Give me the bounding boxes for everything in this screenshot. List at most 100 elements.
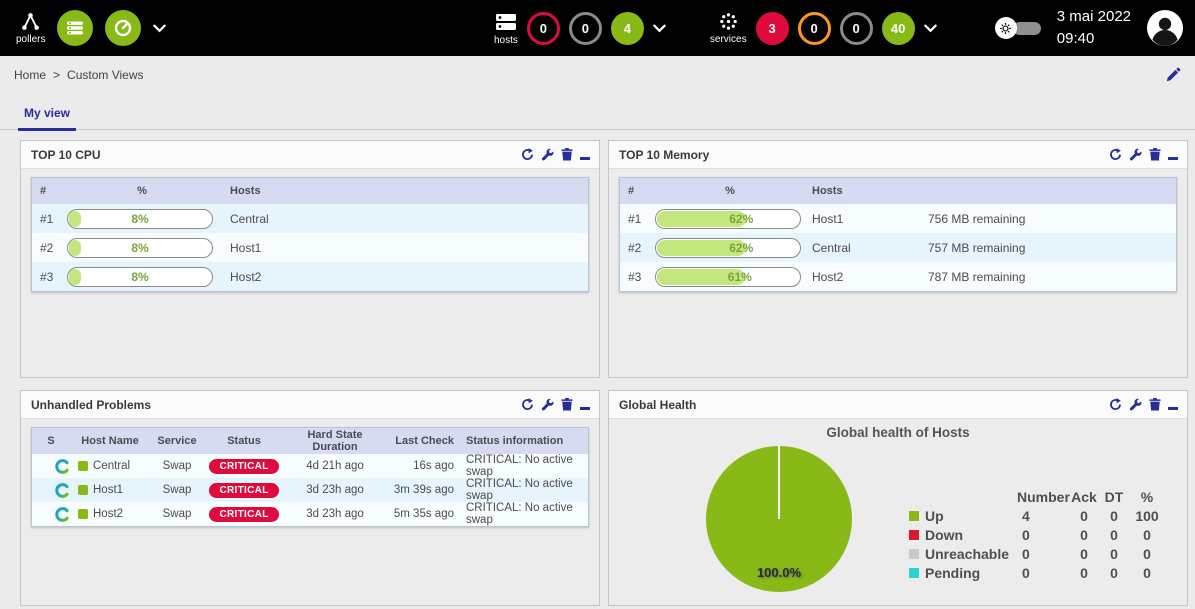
trash-icon[interactable] bbox=[1149, 148, 1161, 161]
rank: #2 bbox=[40, 240, 54, 255]
view-tabs: My view bbox=[0, 94, 1195, 131]
percent-label: 61% bbox=[727, 269, 752, 284]
chart-title: Global health of Hosts bbox=[826, 425, 970, 440]
poller-gauge-button[interactable] bbox=[105, 10, 142, 46]
clock-date: 3 mai 2022 bbox=[1056, 8, 1131, 26]
hosts-icon bbox=[495, 13, 516, 30]
services-icon bbox=[719, 13, 737, 30]
dashboard-grid: TOP 10 CPU # % Hosts #1 8% Central #2 8% bbox=[0, 130, 1195, 606]
services-menu[interactable]: services bbox=[710, 11, 747, 45]
refresh-icon[interactable] bbox=[1109, 398, 1122, 411]
hard-state-duration: 3d 23h ago bbox=[306, 508, 364, 520]
chevron-down-icon bbox=[653, 24, 666, 32]
hard-state-duration: 3d 23h ago bbox=[306, 484, 364, 496]
legend-up-dt: 0 bbox=[1110, 508, 1118, 524]
rank: #1 bbox=[40, 211, 54, 226]
service-link[interactable]: Swap bbox=[162, 508, 192, 520]
breadcrumb-home-link[interactable]: Home bbox=[14, 68, 47, 82]
services-warning-counter[interactable]: 0 bbox=[797, 11, 831, 45]
minimize-icon[interactable] bbox=[580, 157, 590, 160]
gear-icon bbox=[1000, 22, 1012, 34]
services-ok-counter[interactable]: 40 bbox=[881, 11, 915, 45]
dark-mode-toggle[interactable] bbox=[994, 17, 1041, 39]
services-warning-value: 0 bbox=[810, 20, 818, 36]
legend-down-number: 0 bbox=[1022, 527, 1030, 543]
services-expand-button[interactable] bbox=[923, 24, 937, 33]
service-link[interactable]: Swap bbox=[162, 460, 192, 472]
user-menu-button[interactable] bbox=[1147, 10, 1183, 46]
toggle-track bbox=[1012, 22, 1041, 35]
wrench-icon[interactable] bbox=[1129, 148, 1142, 161]
breadcrumb-row: Home > Custom Views bbox=[0, 56, 1195, 94]
pie-icon bbox=[706, 446, 852, 592]
wrench-icon[interactable] bbox=[541, 148, 554, 161]
last-check: 16s ago bbox=[413, 460, 454, 472]
host-up-indicator bbox=[78, 461, 88, 471]
column-status: Status bbox=[227, 435, 261, 447]
legend-header-dt: DT bbox=[1104, 489, 1124, 505]
minimize-icon[interactable] bbox=[580, 407, 590, 410]
services-label: services bbox=[709, 34, 747, 45]
poller-list-button[interactable] bbox=[57, 10, 94, 46]
hosts-unreachable-counter[interactable]: 0 bbox=[568, 11, 602, 45]
widget-title: Global Health bbox=[619, 397, 697, 412]
chevron-down-icon bbox=[923, 24, 937, 32]
legend-up-swatch bbox=[909, 511, 919, 521]
services-critical-counter[interactable]: 3 bbox=[755, 11, 789, 45]
table-row: #2 8% Host1 bbox=[32, 233, 588, 262]
minimize-icon[interactable] bbox=[1168, 157, 1178, 160]
tab-my-view[interactable]: My view bbox=[18, 106, 77, 131]
wrench-icon[interactable] bbox=[541, 398, 554, 411]
rank: #3 bbox=[40, 269, 54, 284]
wrench-icon[interactable] bbox=[1129, 398, 1142, 411]
gauge-icon bbox=[115, 19, 132, 37]
hosts-up-counter[interactable]: 4 bbox=[610, 11, 644, 45]
hosts-menu[interactable]: hosts bbox=[494, 11, 518, 46]
services-unknown-counter[interactable]: 0 bbox=[839, 11, 873, 45]
column-percent: % bbox=[725, 185, 735, 197]
hosts-expand-button[interactable] bbox=[653, 24, 666, 33]
hosts-down-counter[interactable]: 0 bbox=[526, 11, 560, 45]
memory-usage-bar: 61% bbox=[655, 266, 801, 287]
status-badge: CRITICAL bbox=[209, 458, 279, 474]
refresh-icon[interactable] bbox=[521, 398, 534, 411]
pencil-icon bbox=[1166, 67, 1181, 82]
host-link[interactable]: Host1 bbox=[812, 211, 844, 226]
host-link[interactable]: Host1 bbox=[230, 240, 262, 255]
column-hosts: Hosts bbox=[230, 185, 261, 197]
legend-pending-number: 0 bbox=[1022, 565, 1030, 581]
edit-view-button[interactable] bbox=[1165, 67, 1181, 83]
host-link[interactable]: Central bbox=[230, 211, 269, 226]
legend-header-number: Number bbox=[1017, 489, 1070, 505]
trash-icon[interactable] bbox=[561, 398, 573, 411]
breadcrumb-separator: > bbox=[53, 68, 61, 82]
legend-down-pct: 0 bbox=[1143, 527, 1151, 543]
status-information: CRITICAL: No active swap bbox=[466, 454, 573, 478]
table-row: #2 62% Central 757 MB remaining bbox=[620, 233, 1176, 262]
minimize-icon[interactable] bbox=[1168, 407, 1178, 410]
host-link[interactable]: Host2 bbox=[812, 269, 844, 284]
host-link[interactable]: Central bbox=[812, 240, 851, 255]
last-check: 3m 39s ago bbox=[393, 484, 454, 496]
hosts-up-value: 4 bbox=[623, 20, 632, 36]
trash-icon[interactable] bbox=[1149, 398, 1161, 411]
refresh-icon[interactable] bbox=[1109, 148, 1122, 161]
legend-down-swatch bbox=[909, 530, 919, 540]
trash-icon[interactable] bbox=[561, 148, 573, 161]
table-row: #1 8% Central bbox=[32, 204, 588, 233]
host-link[interactable]: Central bbox=[93, 460, 131, 472]
percent-label: 8% bbox=[131, 269, 149, 284]
refresh-icon[interactable] bbox=[521, 148, 534, 161]
host-link[interactable]: Host2 bbox=[230, 269, 262, 284]
host-link[interactable]: Host1 bbox=[93, 484, 124, 496]
top-bar: pollers hosts 0 0 4 services 3 0 0 40 bbox=[0, 0, 1195, 56]
service-link[interactable]: Swap bbox=[162, 484, 192, 496]
legend-unreachable-number: 0 bbox=[1022, 546, 1030, 562]
pollers-menu[interactable]: pollers bbox=[16, 11, 45, 45]
rank: #3 bbox=[628, 269, 642, 284]
percent-label: 8% bbox=[131, 240, 149, 255]
status-badge: CRITICAL bbox=[209, 482, 279, 498]
host-link[interactable]: Host2 bbox=[93, 508, 124, 520]
pollers-expand-button[interactable] bbox=[153, 24, 167, 33]
column-s: S bbox=[47, 435, 55, 447]
